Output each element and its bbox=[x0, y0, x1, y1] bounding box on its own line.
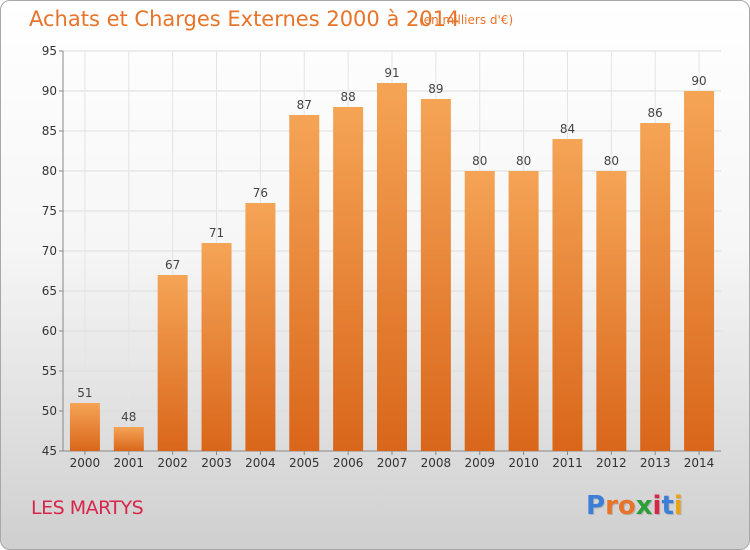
x-tick-label: 2005 bbox=[289, 456, 320, 470]
logo-letter: P bbox=[586, 491, 606, 521]
commune-name: LES MARTYS bbox=[31, 497, 144, 519]
y-tick-label: 75 bbox=[42, 204, 57, 218]
x-tick-label: 2004 bbox=[245, 456, 276, 470]
bar-value-label: 80 bbox=[516, 154, 531, 168]
y-tick-label: 95 bbox=[42, 44, 57, 58]
bar bbox=[289, 115, 320, 451]
bar bbox=[464, 171, 495, 451]
x-tick-label: 2008 bbox=[421, 456, 452, 470]
x-tick-label: 2013 bbox=[640, 456, 671, 470]
x-tick-label: 2003 bbox=[201, 456, 232, 470]
chart-subtitle: (en milliers d'€) bbox=[419, 13, 514, 27]
bar-value-label: 71 bbox=[209, 226, 224, 240]
bar-value-label: 86 bbox=[648, 106, 663, 120]
logo-letter: o bbox=[617, 491, 636, 521]
bar-value-label: 90 bbox=[691, 74, 706, 88]
data-labels: 51 48 67 71 76 87 88 91 89 80 80 84 80 86 90 bbox=[77, 66, 706, 424]
logo-letter: t bbox=[661, 491, 674, 521]
y-tick-label: 90 bbox=[42, 84, 57, 98]
logo-letter: i bbox=[652, 491, 662, 521]
bar bbox=[420, 99, 451, 451]
y-tick-label: 70 bbox=[42, 244, 57, 258]
logo-letter: r bbox=[605, 491, 618, 521]
x-tick-label: 2002 bbox=[157, 456, 188, 470]
chart-title: Achats et Charges Externes 2000 à 2014 bbox=[29, 7, 460, 31]
bar-value-label: 76 bbox=[253, 186, 268, 200]
x-tick-label: 2007 bbox=[377, 456, 408, 470]
y-tick-label: 50 bbox=[42, 404, 57, 418]
bar-value-label: 88 bbox=[340, 90, 355, 104]
logo-letter: x bbox=[635, 491, 653, 521]
x-tick-label: 2011 bbox=[552, 456, 583, 470]
bar bbox=[245, 203, 276, 451]
bar bbox=[113, 427, 144, 451]
bar-value-label: 89 bbox=[428, 82, 443, 96]
bar bbox=[157, 275, 188, 451]
x-tick-label: 2010 bbox=[508, 456, 539, 470]
y-tick-label: 85 bbox=[42, 124, 57, 138]
bar-value-label: 87 bbox=[297, 98, 312, 112]
bar bbox=[508, 171, 539, 451]
bar-value-label: 80 bbox=[604, 154, 619, 168]
bar-value-label: 48 bbox=[121, 410, 136, 424]
x-tick-label: 2009 bbox=[464, 456, 495, 470]
bar bbox=[684, 91, 715, 451]
bar-value-label: 51 bbox=[77, 386, 92, 400]
x-tick-label: 2014 bbox=[684, 456, 715, 470]
y-tick-label: 55 bbox=[42, 364, 57, 378]
bar bbox=[552, 139, 583, 451]
x-tick-label: 2000 bbox=[70, 456, 101, 470]
x-tick-label: 2012 bbox=[596, 456, 627, 470]
y-tick-label: 65 bbox=[42, 284, 57, 298]
x-tick-label: 2006 bbox=[333, 456, 364, 470]
bar-value-label: 84 bbox=[560, 122, 575, 136]
y-tick-label: 60 bbox=[42, 324, 57, 338]
bars bbox=[69, 83, 715, 451]
x-tick-label: 2001 bbox=[114, 456, 145, 470]
bar bbox=[201, 243, 232, 451]
bar-value-label: 91 bbox=[384, 66, 399, 80]
bar bbox=[333, 107, 364, 451]
proxiti-logo: Proxiti bbox=[586, 491, 683, 521]
bar-value-label: 67 bbox=[165, 258, 180, 272]
bar bbox=[596, 171, 627, 451]
y-tick-label: 45 bbox=[42, 444, 57, 458]
logo-letter: i bbox=[673, 491, 683, 521]
bar bbox=[640, 123, 671, 451]
bar bbox=[69, 403, 100, 451]
bar bbox=[377, 83, 407, 451]
y-tick-label: 80 bbox=[42, 164, 57, 178]
bar-value-label: 80 bbox=[472, 154, 487, 168]
